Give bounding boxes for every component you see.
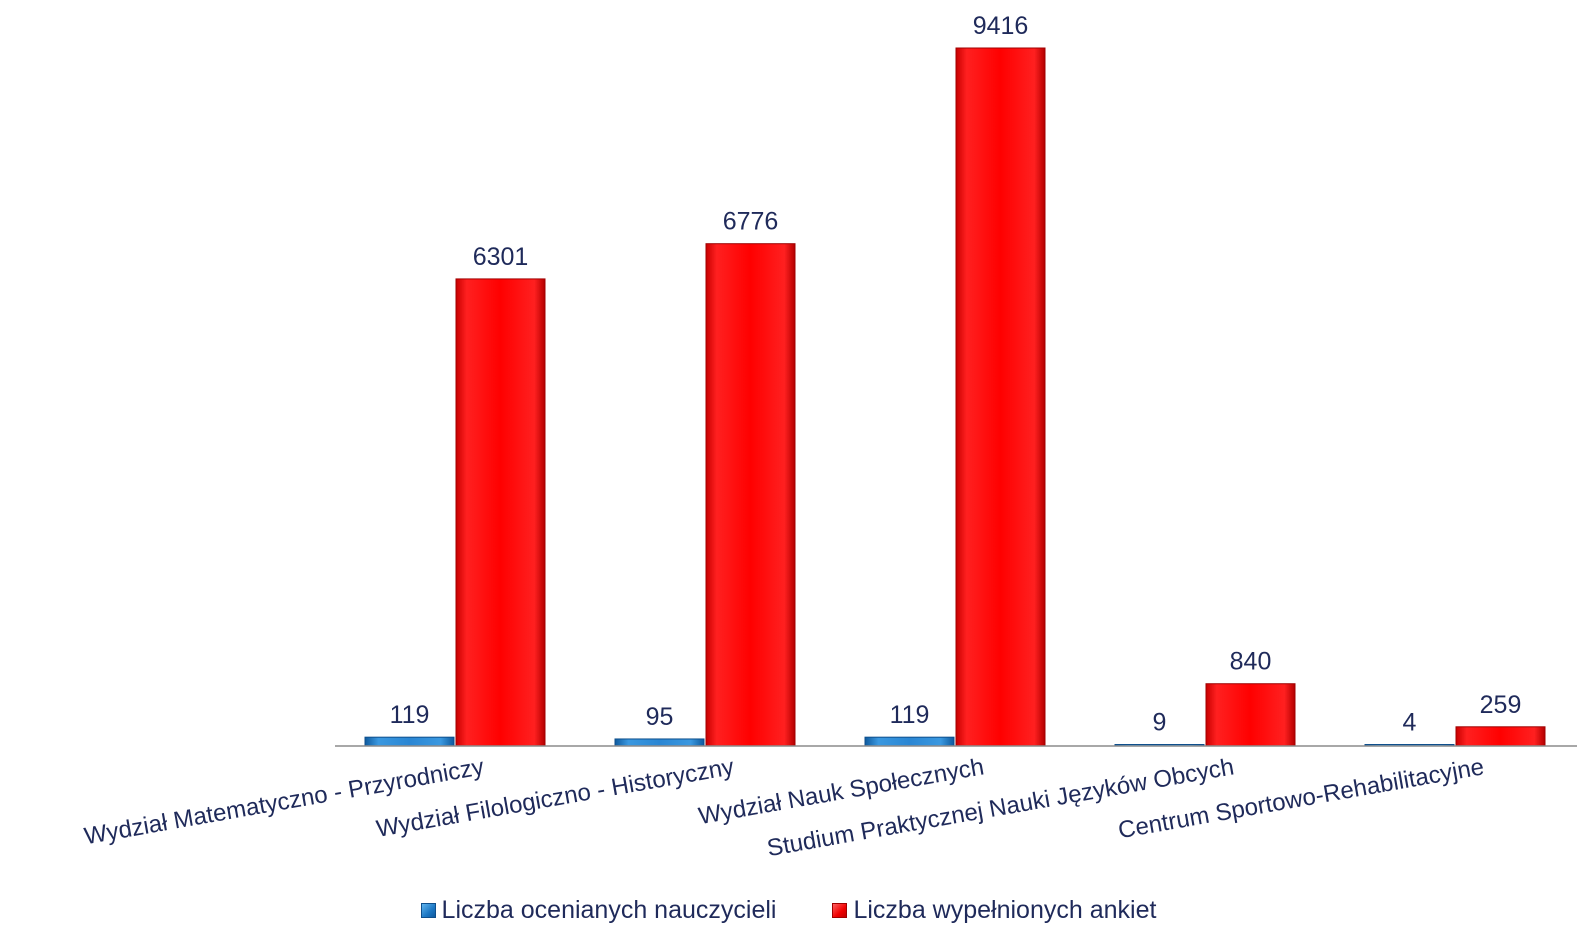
data-label-teachers-1: 119 xyxy=(390,701,430,729)
bars-group xyxy=(364,47,1546,747)
legend-label-surveys: Liczba wypełnionych ankiet xyxy=(853,896,1157,924)
data-label-surveys-3: 9416 xyxy=(973,12,1029,40)
legend: Liczba ocenianych nauczycieli Liczba wyp… xyxy=(0,896,1577,925)
x-tick-label-1: Wydział Matematyczno - Przyrodniczy xyxy=(82,753,486,850)
bar-surveys-1 xyxy=(455,278,546,747)
data-label-surveys-2: 6776 xyxy=(723,208,779,236)
data-label-surveys-4: 840 xyxy=(1230,648,1272,676)
legend-label-teachers: Liczba ocenianych nauczycieli xyxy=(441,896,777,924)
data-label-surveys-1: 6301 xyxy=(473,243,529,271)
bar-surveys-3 xyxy=(955,47,1046,747)
bar-surveys-5 xyxy=(1455,726,1546,747)
legend-item-teachers: Liczba ocenianych nauczycieli xyxy=(420,896,777,925)
data-labels-group: 119 6301 95 6776 119 9416 9 840 4 259 xyxy=(390,12,1522,737)
bar-teachers-3 xyxy=(864,736,955,747)
data-label-teachers-5: 4 xyxy=(1403,709,1417,737)
legend-swatch-blue xyxy=(420,903,436,918)
bar-surveys-4 xyxy=(1205,683,1296,747)
data-label-teachers-4: 9 xyxy=(1153,709,1167,737)
bar-teachers-2 xyxy=(614,738,705,747)
bar-surveys-2 xyxy=(705,243,796,747)
data-label-teachers-3: 119 xyxy=(890,701,930,729)
legend-swatch-red xyxy=(832,903,848,918)
data-label-surveys-5: 259 xyxy=(1480,691,1522,719)
x-tick-labels-group: Wydział Matematyczno - PrzyrodniczyWydzi… xyxy=(82,753,1486,862)
x-tick-label-4: Studium Praktycznej Nauki Języków Obcych xyxy=(765,753,1236,862)
legend-item-surveys: Liczba wypełnionych ankiet xyxy=(832,896,1156,925)
data-label-teachers-2: 95 xyxy=(646,703,674,731)
bar-teachers-1 xyxy=(364,736,455,747)
